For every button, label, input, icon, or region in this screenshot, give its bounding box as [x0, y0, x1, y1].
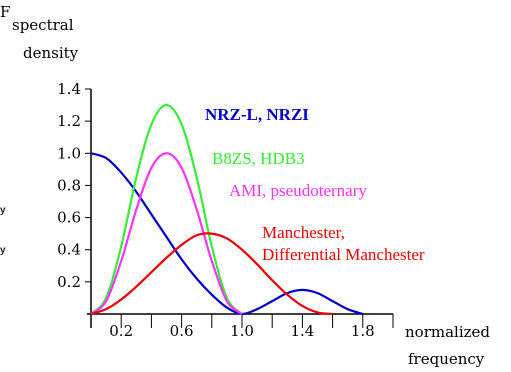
- x-tick-label: 1.0: [230, 322, 254, 340]
- x-tick-label: 0.6: [170, 322, 194, 340]
- clipped-text-fragment: F: [0, 3, 10, 21]
- x-tick-label: 0.2: [109, 322, 133, 340]
- y-tick-label: 0.2: [57, 273, 81, 291]
- axes: [85, 88, 394, 328]
- y-axis-label-line: density: [23, 44, 79, 62]
- series-lines: [90, 103, 364, 316]
- x-axis-label-line: frequency: [408, 350, 485, 368]
- series-line: [90, 103, 243, 315]
- series-line: [90, 152, 364, 316]
- y-tick-label: 1.0: [57, 144, 81, 162]
- legend-label: AMI, pseudoternary: [229, 181, 367, 200]
- series-line: [90, 232, 333, 316]
- y-axis-label-line: spectral: [12, 16, 74, 34]
- x-tick-label: 1.4: [290, 322, 314, 340]
- y-tick-label: 0.6: [57, 209, 81, 227]
- legend: NRZ-L, NRZI B8ZS, HDB3 AMI, pseudoternary M…: [205, 105, 425, 264]
- clipped-text-fragment: y: [0, 205, 6, 216]
- y-tick-label: 1.2: [57, 112, 81, 130]
- clipped-text-fragments: Fy y: [0, 3, 10, 256]
- legend-label: B8ZS, HDB3: [212, 149, 305, 168]
- x-axis-label-line: normalized: [405, 323, 490, 341]
- x-axis-label: normalized frequency: [405, 323, 490, 368]
- legend-label: NRZ-L, NRZI: [205, 105, 309, 124]
- y-tick-label: 0.4: [57, 241, 81, 259]
- y-tick-label: 1.4: [57, 80, 81, 98]
- series-line: [90, 152, 243, 315]
- y-axis-label: spectral density: [12, 16, 79, 62]
- legend-label: Differential Manchester: [262, 245, 425, 264]
- x-tick-label: 1.8: [351, 322, 375, 340]
- legend-label: Manchester,: [262, 223, 345, 242]
- x-tick-labels: 0.2 0.6 1.0 1.4 1.8: [109, 322, 374, 340]
- clipped-text-fragment: y: [0, 245, 6, 256]
- y-tick-labels: 1.4 1.2 1.0 0.8 0.6 0.4 0.2: [57, 80, 81, 291]
- y-tick-label: 0.8: [57, 176, 81, 194]
